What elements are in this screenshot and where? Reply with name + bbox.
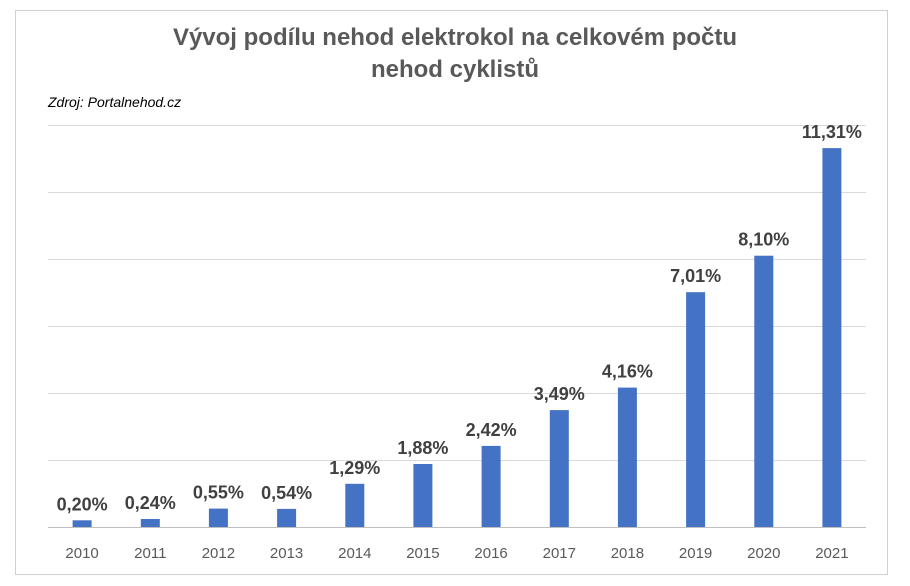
data-label-2011: 0,24%	[125, 493, 176, 513]
x-tick-2012: 2012	[202, 545, 235, 562]
x-tick-labels: 2010 2011 2012 2013 2014 2015 2016 2017 2018 2019…	[65, 545, 848, 562]
chart-source: Zdroj: Portalnehod.cz	[48, 94, 182, 110]
bar-2020	[754, 255, 774, 527]
data-label-2016: 2,42%	[466, 420, 517, 440]
data-label-2015: 1,88%	[397, 438, 448, 458]
x-tick-2018: 2018	[611, 545, 644, 562]
data-label-2013: 0,54%	[261, 483, 312, 503]
x-tick-2011: 2011	[134, 545, 166, 562]
bar-2013	[277, 508, 297, 527]
data-label-2014: 1,29%	[329, 458, 380, 478]
data-label-2012: 0,55%	[193, 483, 244, 503]
x-tick-2013: 2013	[270, 545, 303, 562]
x-tick-2010: 2010	[65, 545, 98, 562]
data-label-2017: 3,49%	[534, 384, 585, 404]
data-label-2021: 11,31%	[802, 122, 862, 142]
x-tick-2015: 2015	[406, 545, 439, 562]
bar-2015	[413, 464, 433, 527]
bar-2019	[686, 292, 706, 527]
x-tick-2019: 2019	[679, 545, 712, 562]
chart-title-line-1: Vývoj podílu nehod elektrokol na celkové…	[172, 24, 738, 51]
bar-2016	[481, 445, 501, 527]
bar-2021	[822, 148, 842, 527]
data-label-2019: 7,01%	[670, 266, 721, 286]
chart-title: Vývoj podílu nehod elektrokol na celkové…	[0, 22, 910, 86]
data-label-2018: 4,16%	[602, 362, 653, 382]
bar-2012	[208, 508, 228, 527]
x-tick-2020: 2020	[747, 545, 780, 562]
x-tick-2016: 2016	[474, 545, 507, 562]
data-label-2020: 8,10%	[738, 230, 789, 250]
data-labels: 0,20% 0,24% 0,55% 0,54% 1,29% 1,88% 2,42% 3,49%…	[57, 122, 862, 514]
data-label-2010: 0,20%	[57, 494, 108, 514]
bar-2018	[617, 387, 637, 527]
gridlines	[48, 125, 866, 528]
bar-2014	[345, 483, 365, 527]
bars	[72, 148, 842, 527]
bar-2010	[72, 520, 92, 527]
bar-2011	[140, 519, 160, 527]
bar-2017	[549, 410, 569, 527]
x-tick-2014: 2014	[338, 545, 371, 562]
x-tick-2021: 2021	[815, 545, 848, 562]
chart-frame	[15, 10, 888, 575]
chart-title-line-2: nehod cyklistů	[370, 56, 540, 83]
x-tick-2017: 2017	[543, 545, 576, 562]
